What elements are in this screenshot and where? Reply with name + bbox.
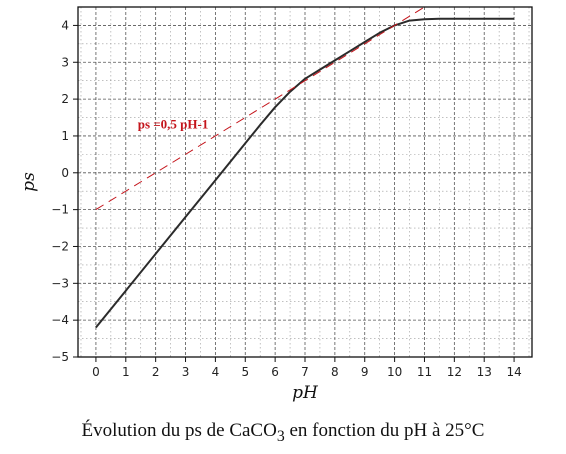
x-tick-label: 1 bbox=[122, 365, 130, 379]
grid bbox=[78, 6, 532, 358]
figure-caption: Évolution du ps de CaCO3 en fonction du … bbox=[0, 420, 566, 446]
x-tick-label: 12 bbox=[447, 365, 462, 379]
x-tick-label: 8 bbox=[331, 365, 339, 379]
x-tick-label: 10 bbox=[387, 365, 402, 379]
y-axis-label: ps bbox=[19, 172, 39, 192]
x-axis: 0 1 2 3 4 5 6 7 8 9 10 11 12 13 14 bbox=[92, 357, 522, 379]
y-tick-label: 4 bbox=[61, 18, 69, 32]
y-tick-label: −5 bbox=[51, 350, 69, 364]
annotations: ps =0,5 pH-1 bbox=[138, 117, 209, 132]
x-tick-label: 0 bbox=[92, 365, 100, 379]
ps-curve bbox=[95, 17, 515, 329]
y-tick-label: 1 bbox=[61, 129, 69, 143]
y-tick-label: −2 bbox=[51, 239, 69, 253]
x-tick-label: 5 bbox=[241, 365, 249, 379]
y-axis: −5 −4 −3 −2 −1 0 1 2 3 4 bbox=[51, 18, 78, 364]
x-tick-label: 2 bbox=[152, 365, 160, 379]
x-tick-label: 13 bbox=[477, 365, 492, 379]
x-tick-label: 7 bbox=[301, 365, 309, 379]
x-tick-label: 6 bbox=[271, 365, 279, 379]
x-tick-label: 9 bbox=[361, 365, 369, 379]
caption-text-start: Évolution du ps de CaCO bbox=[81, 420, 277, 441]
caption-subscript: 3 bbox=[276, 427, 285, 445]
x-tick-label: 14 bbox=[506, 365, 521, 379]
x-axis-label: pH bbox=[292, 383, 319, 403]
annotation-label: ps =0,5 pH-1 bbox=[138, 117, 209, 132]
tangent-line bbox=[95, 6, 425, 211]
y-tick-label: 2 bbox=[61, 92, 69, 106]
x-tick-label: 3 bbox=[182, 365, 190, 379]
caption-text-end: en fonction du pH à 25°C bbox=[284, 420, 485, 441]
y-tick-label: 0 bbox=[61, 166, 69, 180]
x-tick-label: 4 bbox=[212, 365, 220, 379]
y-tick-label: −1 bbox=[51, 203, 69, 217]
y-tick-label: 3 bbox=[61, 55, 69, 69]
y-tick-label: −3 bbox=[51, 276, 69, 290]
y-tick-label: −4 bbox=[51, 313, 69, 327]
plot-area bbox=[95, 6, 515, 329]
x-tick-label: 11 bbox=[417, 365, 432, 379]
